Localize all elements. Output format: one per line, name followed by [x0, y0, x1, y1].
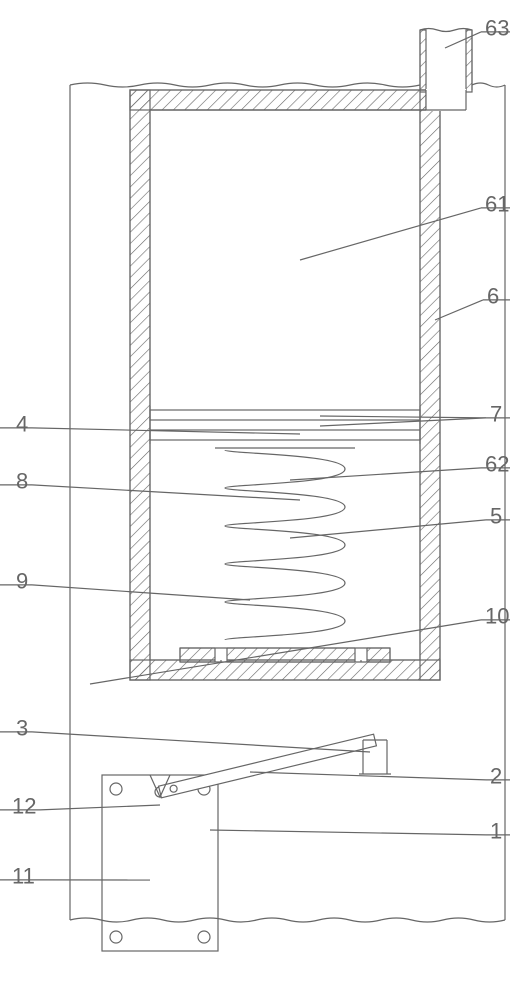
label-61: 61 [485, 192, 509, 217]
label-1: 1 [490, 819, 502, 844]
label-12: 12 [12, 794, 36, 819]
label-10: 10 [485, 604, 509, 629]
label-5: 5 [490, 504, 502, 529]
label-11: 11 [12, 864, 35, 889]
label-62: 62 [485, 452, 509, 477]
label-3: 3 [16, 716, 28, 741]
label-7: 7 [490, 402, 502, 427]
technical-diagram: 63 61 6 7 62 5 10 2 1 4 8 9 3 11 12 [0, 0, 525, 1000]
label-4: 4 [16, 412, 28, 437]
label-63: 63 [485, 16, 509, 41]
label-8: 8 [16, 469, 28, 494]
label-2: 2 [490, 764, 502, 789]
label-9: 9 [16, 569, 28, 594]
label-6: 6 [487, 284, 499, 309]
